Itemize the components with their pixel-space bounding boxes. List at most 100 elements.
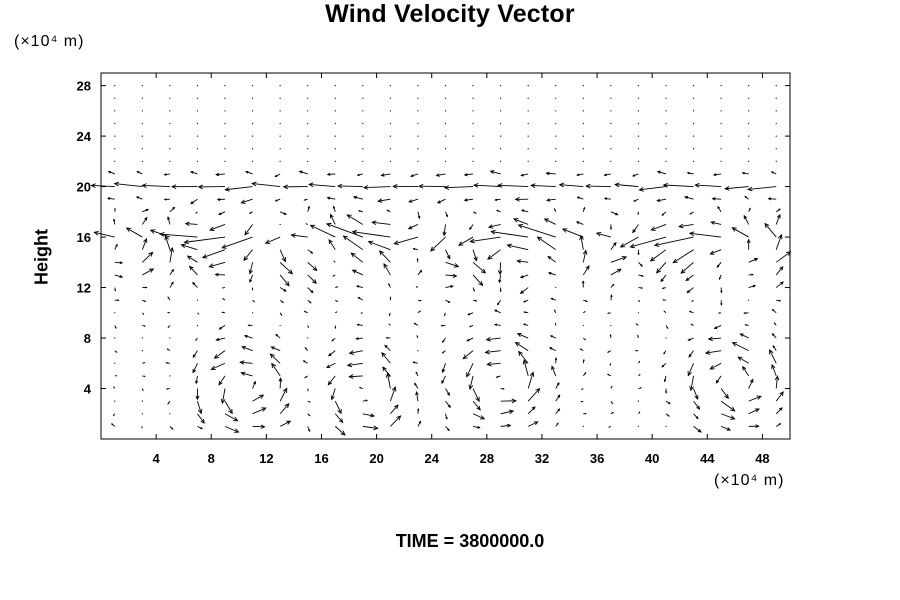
wind-arrow [304, 375, 308, 379]
wind-arrow [619, 236, 639, 248]
wind-arrow [183, 236, 226, 245]
wind-arrow [163, 198, 170, 201]
wind-arrow [164, 235, 171, 250]
wind-arrow [772, 345, 777, 351]
wind-arrow [442, 337, 446, 343]
x-tick-label: 28 [480, 451, 494, 466]
wind-arrow [775, 233, 783, 250]
wind-arrow [274, 198, 281, 202]
x-tick-label: 12 [259, 451, 273, 466]
wind-arrow [302, 360, 308, 364]
wind-arrow [279, 110, 281, 112]
wind-arrow [514, 341, 529, 352]
wind-arrow [270, 346, 281, 352]
wind-arrow [224, 135, 226, 137]
wind-arrow [279, 85, 281, 87]
wind-arrow [114, 325, 117, 330]
wind-arrow [610, 400, 613, 405]
wind-arrow [196, 299, 199, 301]
wind-arrow [580, 400, 584, 403]
wind-arrow [649, 249, 667, 262]
wind-arrow [516, 333, 529, 339]
wind-arrow [169, 268, 174, 276]
wind-arrow [693, 400, 701, 410]
wind-arrow [656, 170, 667, 175]
wind-arrow [527, 110, 529, 112]
wind-arrow [307, 110, 309, 112]
wind-arrow [389, 110, 391, 112]
wind-arrow [472, 97, 474, 99]
wind-arrow [530, 183, 556, 188]
wind-arrow [517, 224, 556, 238]
wind-arrow [717, 312, 722, 314]
wind-arrow [388, 282, 391, 288]
wind-arrow [610, 255, 628, 263]
wind-arrow [665, 400, 671, 405]
wind-arrow [290, 233, 308, 238]
wind-arrow [196, 122, 199, 125]
wind-arrow [201, 249, 226, 259]
wind-arrow [582, 249, 588, 263]
wind-arrow [142, 268, 155, 276]
wind-arrow [581, 280, 585, 288]
wind-arrow [220, 388, 226, 405]
y-unit-label: (×10⁴ m) [14, 33, 85, 50]
wind-arrow [548, 347, 556, 352]
wind-arrow [307, 274, 317, 284]
wind-arrow [142, 362, 146, 364]
wind-arrow [197, 401, 203, 415]
wind-arrow [334, 97, 336, 99]
wind-arrow [522, 299, 529, 303]
wind-arrow [282, 184, 308, 190]
wind-arrow [463, 173, 474, 177]
wind-arrow [583, 337, 587, 341]
wind-arrow [665, 85, 667, 87]
wind-arrow [496, 299, 501, 306]
wind-arrow [771, 308, 777, 314]
wind-arrow [221, 311, 226, 314]
wind-arrow [141, 400, 143, 402]
wind-arrow [245, 170, 253, 175]
wind-arrow [717, 205, 722, 213]
wind-arrow [167, 325, 171, 329]
wind-arrow [512, 218, 529, 225]
wind-arrow [610, 324, 612, 327]
wind-arrow [244, 224, 253, 236]
wind-arrow [248, 211, 253, 214]
wind-arrow [445, 400, 451, 409]
wind-arrow [638, 286, 644, 289]
chart-title: Wind Velocity Vector [325, 0, 575, 28]
y-tick-label: 8 [84, 331, 91, 346]
wind-arrow [142, 375, 146, 378]
wind-arrow [417, 85, 419, 87]
wind-arrow [472, 388, 480, 403]
wind-arrow [384, 344, 391, 351]
wind-arrow [224, 110, 226, 112]
wind-arrow [603, 197, 611, 200]
wind-arrow [469, 236, 501, 244]
wind-arrow [607, 312, 611, 314]
wind-arrow [216, 197, 226, 202]
wind-arrow [775, 251, 792, 263]
x-tick-label: 24 [424, 451, 439, 466]
wind-arrow [309, 224, 336, 238]
wind-arrow [661, 362, 667, 368]
wind-arrow [445, 261, 460, 268]
wind-arrow [472, 85, 474, 87]
wind-arrow [114, 362, 116, 364]
wind-arrow [467, 312, 474, 316]
wind-arrow [527, 148, 529, 150]
wind-arrow [469, 224, 474, 231]
wind-arrow [635, 323, 639, 326]
wind-arrow [251, 135, 254, 137]
wind-arrow [196, 148, 199, 150]
wind-arrow [114, 122, 116, 125]
wind-arrow [582, 358, 585, 364]
wind-arrow [775, 391, 784, 402]
wind-arrow [279, 249, 286, 263]
wind-arrow [114, 287, 117, 292]
wind-arrow [690, 323, 694, 326]
wind-arrow [466, 363, 474, 378]
wind-arrow [252, 299, 256, 303]
wind-arrow [307, 426, 311, 433]
